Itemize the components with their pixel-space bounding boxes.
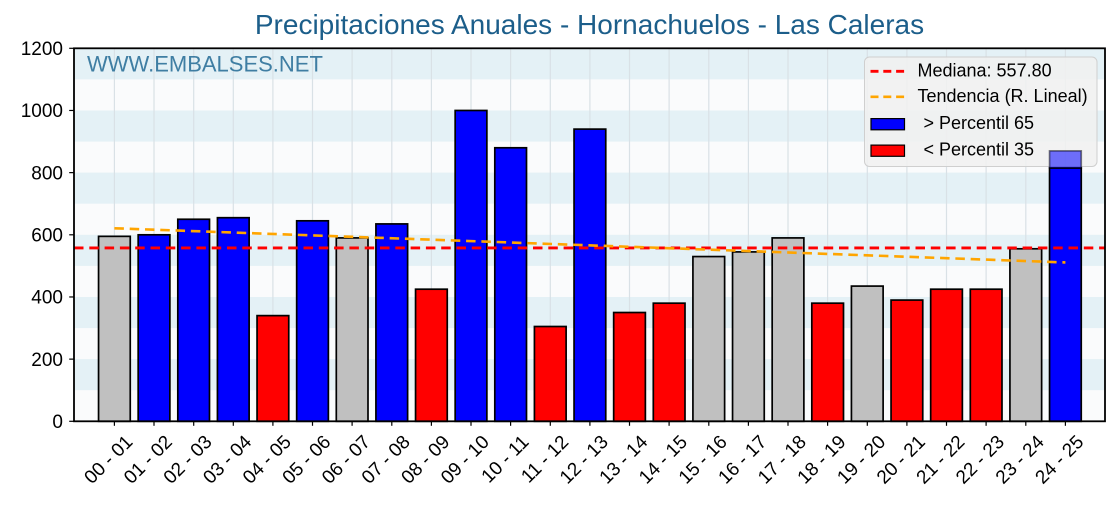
svg-text:WWW.EMBALSES.NET: WWW.EMBALSES.NET (87, 52, 323, 77)
svg-text:1000: 1000 (21, 101, 63, 122)
svg-text:Mediana: 557.80: Mediana: 557.80 (918, 60, 1052, 80)
svg-text:600: 600 (31, 225, 63, 246)
svg-text:0: 0 (52, 412, 63, 433)
svg-text:1200: 1200 (21, 39, 63, 60)
svg-text:< Percentil 35: < Percentil 35 (924, 140, 1035, 160)
svg-text:Precipitaciones Anuales - Horn: Precipitaciones Anuales - Hornachuelos -… (255, 9, 924, 40)
svg-text:200: 200 (31, 350, 63, 371)
svg-text:400: 400 (31, 288, 63, 309)
svg-text:Tendencia (R. Lineal): Tendencia (R. Lineal) (918, 86, 1088, 106)
svg-text:> Percentil 65: > Percentil 65 (924, 113, 1035, 133)
svg-text:800: 800 (31, 163, 63, 184)
